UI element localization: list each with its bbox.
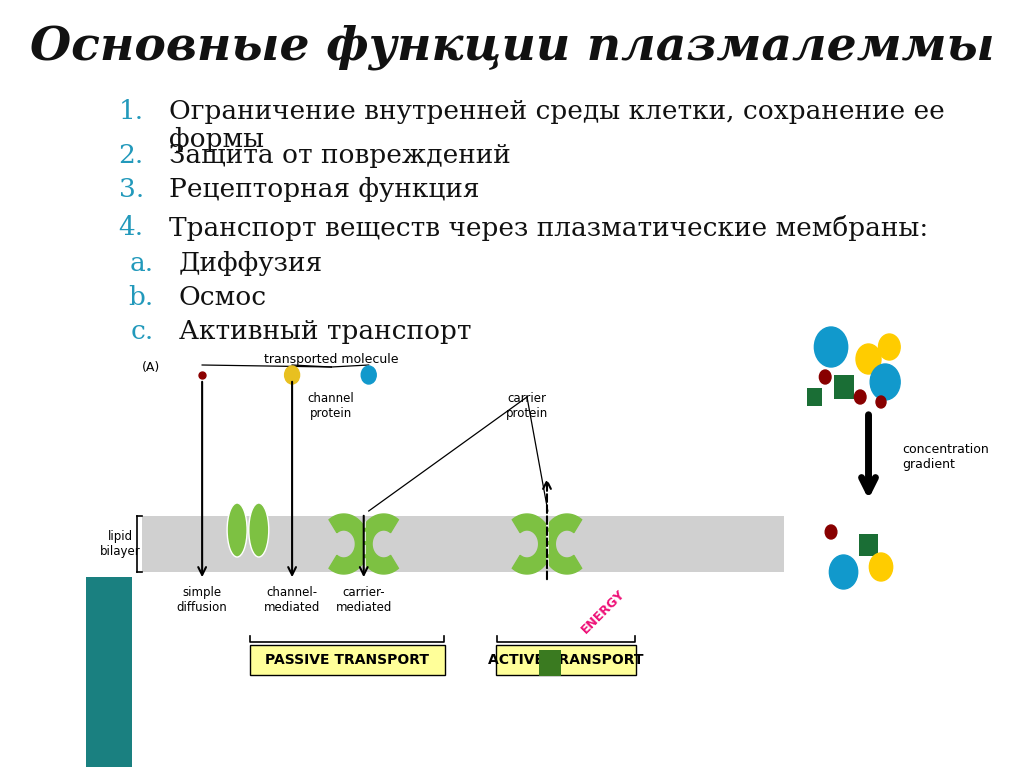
Text: Транспорт веществ через плазматические мембраны:: Транспорт веществ через плазматические м…: [169, 215, 928, 241]
FancyBboxPatch shape: [497, 645, 636, 675]
Text: 3.: 3.: [119, 177, 143, 202]
FancyBboxPatch shape: [142, 516, 783, 544]
FancyBboxPatch shape: [807, 388, 822, 406]
Circle shape: [285, 366, 300, 384]
Text: simple
diffusion: simple diffusion: [177, 586, 227, 614]
Text: 1.: 1.: [119, 99, 143, 124]
FancyBboxPatch shape: [540, 650, 561, 676]
Text: Диффузия: Диффузия: [179, 251, 323, 276]
Circle shape: [829, 555, 858, 589]
Text: Активный транспорт: Активный транспорт: [179, 319, 471, 344]
FancyBboxPatch shape: [834, 375, 854, 399]
Text: PASSIVE TRANSPORT: PASSIVE TRANSPORT: [265, 653, 429, 667]
Text: 4.: 4.: [119, 215, 143, 240]
Polygon shape: [542, 514, 582, 574]
Text: (A): (A): [142, 360, 161, 374]
Circle shape: [825, 525, 837, 539]
Text: ENERGY: ENERGY: [579, 588, 628, 637]
Text: Защита от повреждений: Защита от повреждений: [169, 143, 511, 168]
Circle shape: [814, 327, 848, 367]
Text: c.: c.: [131, 319, 154, 344]
Text: Осмос: Осмос: [179, 285, 267, 310]
Text: формы: формы: [169, 127, 264, 152]
Ellipse shape: [227, 503, 247, 557]
Ellipse shape: [249, 503, 268, 557]
Circle shape: [361, 366, 376, 384]
FancyBboxPatch shape: [142, 544, 783, 572]
Text: Ограничение внутренней среды клетки, сохранение ее: Ограничение внутренней среды клетки, сох…: [169, 99, 944, 124]
Circle shape: [856, 344, 881, 374]
Text: channel-
mediated: channel- mediated: [264, 586, 321, 614]
Polygon shape: [358, 514, 398, 574]
Text: b.: b.: [129, 285, 154, 310]
Text: 2.: 2.: [119, 143, 143, 168]
Circle shape: [876, 396, 886, 408]
Text: carrier-
mediated: carrier- mediated: [336, 586, 392, 614]
Polygon shape: [512, 514, 552, 574]
Text: carrier
protein: carrier protein: [506, 392, 548, 420]
Text: lipid
bilayer: lipid bilayer: [100, 530, 141, 558]
Circle shape: [869, 553, 893, 581]
FancyBboxPatch shape: [86, 577, 132, 767]
Text: Основные функции плазмалеммы: Основные функции плазмалеммы: [30, 24, 994, 70]
Circle shape: [854, 390, 866, 404]
Circle shape: [819, 370, 831, 384]
Text: transported molecule: transported molecule: [264, 353, 398, 366]
Circle shape: [870, 364, 900, 400]
FancyBboxPatch shape: [250, 645, 444, 675]
Text: a.: a.: [130, 251, 154, 276]
Text: concentration
gradient: concentration gradient: [902, 443, 988, 471]
Text: ACTIVE TRANSPORT: ACTIVE TRANSPORT: [488, 653, 644, 667]
Polygon shape: [329, 514, 369, 574]
FancyBboxPatch shape: [859, 534, 878, 556]
Circle shape: [879, 334, 900, 360]
Text: Рецепторная функция: Рецепторная функция: [169, 177, 479, 202]
Text: channel
protein: channel protein: [308, 392, 354, 420]
